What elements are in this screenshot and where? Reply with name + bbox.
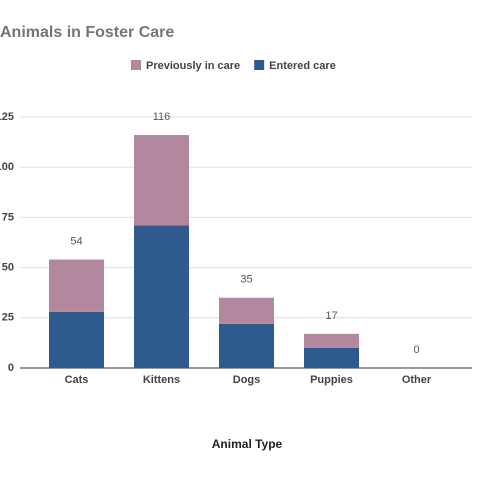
legend-swatch bbox=[131, 60, 141, 70]
y-tick-label: 25 bbox=[2, 312, 14, 324]
chart-title: Animals in Foster Care bbox=[0, 24, 174, 41]
bar-segment bbox=[304, 333, 359, 348]
x-tick-label: Dogs bbox=[233, 374, 261, 386]
total-label: 17 bbox=[325, 310, 337, 322]
bar-segment bbox=[219, 297, 274, 324]
bar-segment bbox=[219, 323, 274, 368]
legend-label: Entered care bbox=[269, 60, 336, 72]
y-tick-label: 100 bbox=[0, 161, 14, 173]
legend-label: Previously in care bbox=[146, 60, 240, 72]
y-tick-label: 125 bbox=[0, 111, 14, 123]
bar-segment bbox=[134, 135, 189, 226]
bar-segment bbox=[49, 259, 104, 312]
y-tick-label: 50 bbox=[2, 262, 14, 274]
total-label: 35 bbox=[240, 274, 252, 286]
x-tick-label: Cats bbox=[65, 374, 89, 386]
x-tick-label: Kittens bbox=[143, 374, 180, 386]
x-axis-title: Animal Type bbox=[212, 437, 283, 451]
total-label: 54 bbox=[70, 235, 82, 247]
total-label: 0 bbox=[413, 344, 419, 356]
y-tick-label: 75 bbox=[2, 211, 14, 223]
bar-segment bbox=[134, 225, 189, 368]
bar-segment bbox=[49, 311, 104, 368]
y-tick-label: 0 bbox=[8, 362, 14, 374]
x-tick-label: Puppies bbox=[310, 374, 353, 386]
x-tick-label: Other bbox=[402, 374, 432, 386]
total-label: 116 bbox=[153, 111, 171, 123]
bar-segment bbox=[304, 347, 359, 368]
legend-swatch bbox=[254, 60, 265, 70]
